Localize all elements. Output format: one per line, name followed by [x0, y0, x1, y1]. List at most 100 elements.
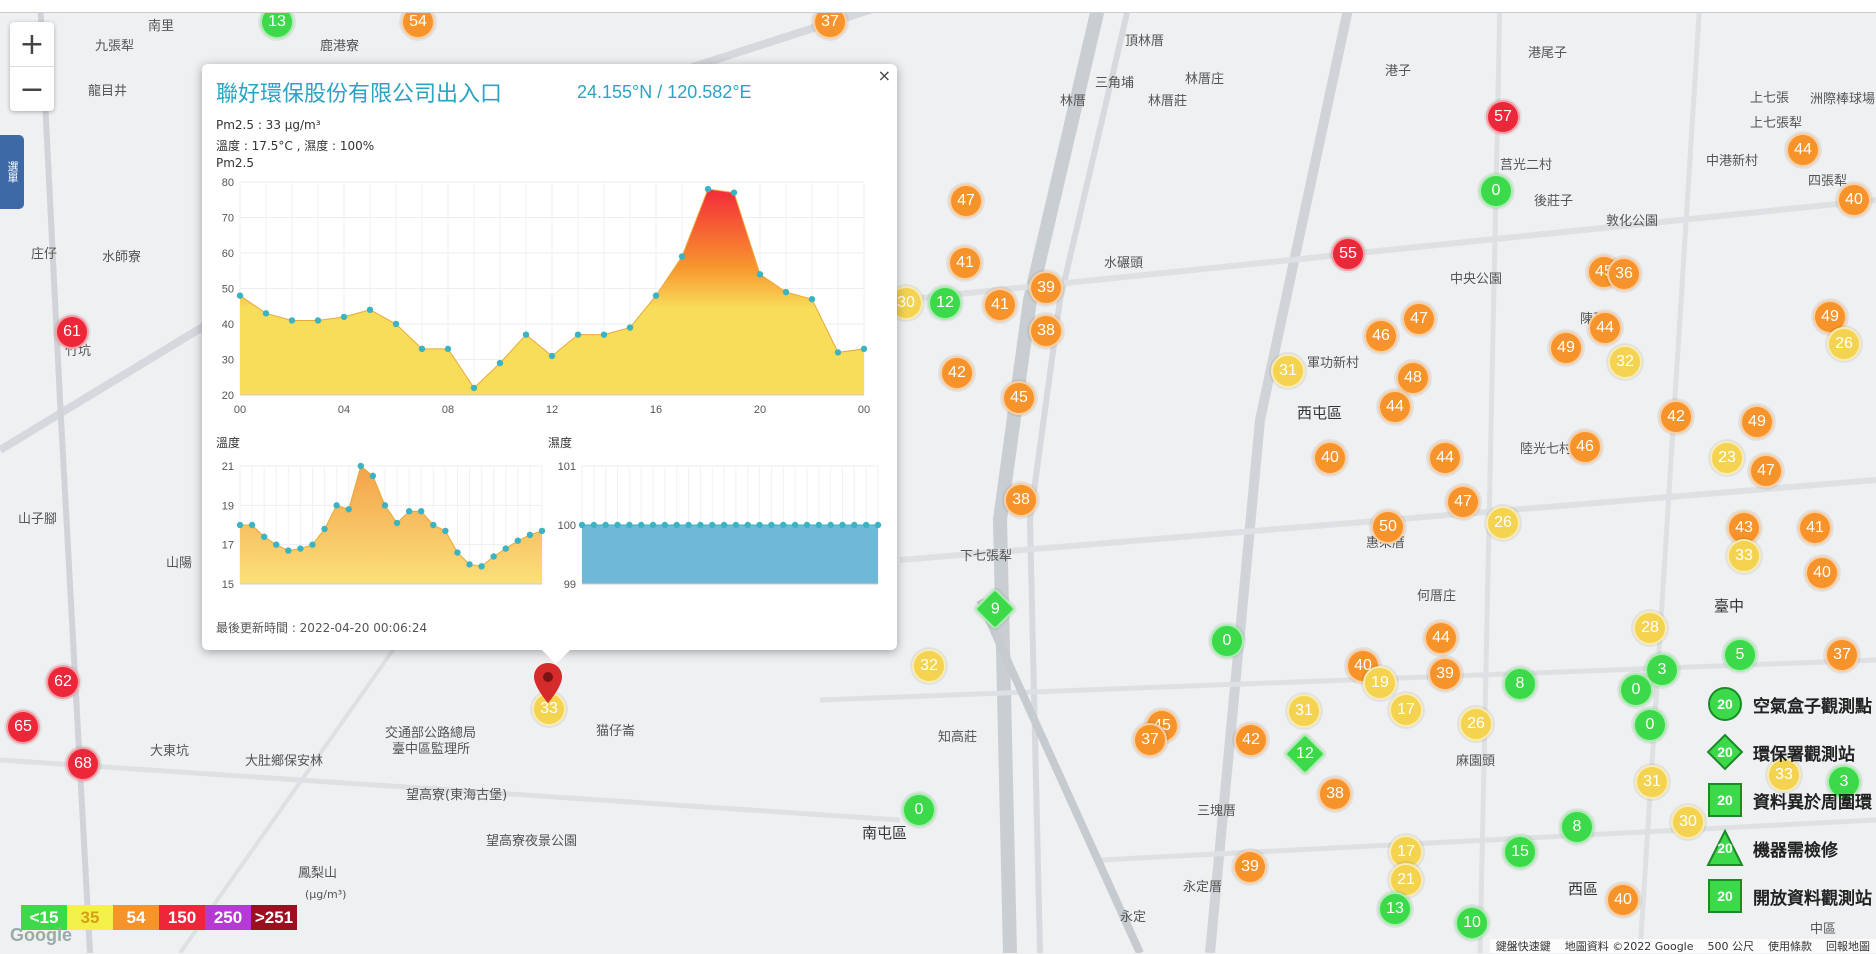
temperature-chart: 15 17 19 21	[222, 461, 546, 591]
y-tick-label: 40	[222, 319, 234, 331]
place-label: 林厝	[1060, 94, 1087, 109]
airbox-marker[interactable]: 42	[940, 356, 974, 390]
airbox-marker[interactable]: 39	[1233, 850, 1267, 884]
airbox-marker[interactable]: 26	[1827, 327, 1861, 361]
airbox-marker[interactable]: 42	[1659, 400, 1693, 434]
airbox-marker[interactable]: 37	[1825, 638, 1859, 672]
data-point	[808, 295, 816, 303]
airbox-marker[interactable]: 30	[1671, 805, 1705, 839]
airbox-marker[interactable]: 26	[1486, 506, 1520, 540]
svg-text:20: 20	[1717, 744, 1733, 760]
menu-tab[interactable]: 選單	[0, 135, 24, 209]
airbox-marker[interactable]: 47	[1402, 302, 1436, 336]
airbox-marker[interactable]: 13	[1378, 892, 1412, 926]
airbox-marker[interactable]: 41	[948, 246, 982, 280]
airbox-marker[interactable]: 42	[1234, 723, 1268, 757]
airbox-marker[interactable]: 61	[55, 315, 89, 349]
airbox-marker[interactable]: 0	[1479, 174, 1513, 208]
airbox-marker[interactable]: 8	[1503, 667, 1537, 701]
airbox-marker[interactable]: 0	[1210, 624, 1244, 658]
airbox-marker[interactable]: 46	[1364, 319, 1398, 353]
airbox-marker[interactable]: 40	[1837, 183, 1871, 217]
airbox-marker[interactable]: 31	[1287, 694, 1321, 728]
terms-link[interactable]: 使用條款	[1768, 940, 1812, 953]
airbox-marker[interactable]: 12	[928, 286, 962, 320]
airbox-marker[interactable]: 44	[1424, 621, 1458, 655]
airbox-marker[interactable]: 15	[1503, 835, 1537, 869]
airbox-marker[interactable]: 41	[983, 288, 1017, 322]
airbox-marker[interactable]: 40	[1606, 883, 1640, 917]
airbox-marker[interactable]: 33	[1767, 758, 1801, 792]
series-area	[240, 189, 864, 395]
airbox-marker[interactable]: 39	[1428, 657, 1462, 691]
place-label: 永定	[1120, 910, 1147, 925]
airbox-marker[interactable]: 38	[1004, 483, 1038, 517]
data-point	[340, 313, 348, 321]
airbox-marker[interactable]: 46	[1568, 430, 1602, 464]
airbox-marker[interactable]: 40	[1313, 441, 1347, 475]
airbox-marker[interactable]: 38	[1029, 314, 1063, 348]
airbox-marker[interactable]: 48	[1396, 361, 1430, 395]
airbox-marker[interactable]: 39	[1029, 271, 1063, 305]
airbox-marker[interactable]: 10	[1455, 906, 1489, 940]
airbox-marker[interactable]: 28	[1633, 611, 1667, 645]
airbox-marker[interactable]: 31	[1635, 765, 1669, 799]
data-point	[262, 310, 270, 317]
data-point	[815, 521, 822, 529]
airbox-marker[interactable]: 40	[1805, 556, 1839, 590]
zoom-control[interactable]: + −	[10, 22, 54, 111]
airbox-marker[interactable]: 55	[1331, 237, 1365, 271]
airbox-marker[interactable]: 36	[1607, 257, 1641, 291]
airbox-marker[interactable]: 23	[1710, 441, 1744, 475]
report-link[interactable]: 回報地圖	[1826, 940, 1870, 953]
temp-chart-label: 溫度	[216, 436, 241, 450]
airbox-marker[interactable]: 31	[1271, 354, 1305, 388]
legend-item: 250	[205, 905, 251, 930]
airbox-marker[interactable]: 26	[1459, 707, 1493, 741]
location-pin-icon[interactable]	[533, 662, 563, 708]
airbox-marker[interactable]: 44	[1378, 390, 1412, 424]
marker-legend-item: 20 環保署觀測站	[1705, 728, 1872, 776]
data-point	[602, 521, 609, 529]
data-point	[851, 521, 858, 529]
airbox-marker[interactable]: 47	[1749, 454, 1783, 488]
airbox-marker[interactable]: 3	[1827, 765, 1861, 799]
zoom-in-button[interactable]: +	[10, 22, 54, 67]
airbox-marker[interactable]: 17	[1389, 693, 1423, 727]
airbox-marker[interactable]: 0	[1633, 708, 1667, 742]
airbox-marker[interactable]: 50	[1371, 510, 1405, 544]
airbox-marker[interactable]: 41	[1798, 511, 1832, 545]
airbox-marker[interactable]: 38	[1318, 777, 1352, 811]
airbox-marker[interactable]: 0	[902, 793, 936, 827]
airbox-marker[interactable]: 68	[66, 747, 100, 781]
airbox-marker[interactable]: 49	[1549, 331, 1583, 365]
airbox-marker[interactable]: 37	[1133, 723, 1167, 757]
airbox-marker[interactable]: 44	[1428, 441, 1462, 475]
airbox-marker[interactable]: 49	[1740, 405, 1774, 439]
pm25-legend: <15 35 54 150 250 >251	[21, 905, 297, 930]
airbox-marker[interactable]: 65	[6, 710, 40, 744]
airbox-marker[interactable]: 32	[1608, 345, 1642, 379]
airbox-marker[interactable]: 5	[1723, 638, 1757, 672]
airbox-marker[interactable]: 0	[1619, 673, 1653, 707]
data-point	[236, 521, 244, 529]
close-icon[interactable]: ×	[877, 66, 891, 85]
airbox-marker[interactable]: 19	[1363, 666, 1397, 700]
airbox-marker[interactable]: 45	[1002, 381, 1036, 415]
airbox-marker[interactable]: 8	[1560, 810, 1594, 844]
airbox-marker[interactable]: 47	[949, 184, 983, 218]
airbox-marker[interactable]: 57	[1486, 100, 1520, 134]
place-label: 四張犁	[1808, 174, 1848, 189]
legend-item: 150	[159, 905, 205, 930]
airbox-marker[interactable]: 44	[1588, 311, 1622, 345]
airbox-marker[interactable]: 33	[1727, 539, 1761, 573]
airbox-marker[interactable]: 47	[1446, 485, 1480, 519]
airbox-marker[interactable]: 32	[912, 649, 946, 683]
zoom-out-button[interactable]: −	[19, 71, 45, 107]
keyboard-shortcuts-link[interactable]: 鍵盤快速鍵	[1495, 940, 1551, 953]
airbox-marker[interactable]: 44	[1786, 133, 1820, 167]
airbox-marker[interactable]: 62	[46, 665, 80, 699]
place-label: 三角埔	[1095, 76, 1135, 91]
scale-bar[interactable]: 500 公尺	[1707, 940, 1755, 953]
